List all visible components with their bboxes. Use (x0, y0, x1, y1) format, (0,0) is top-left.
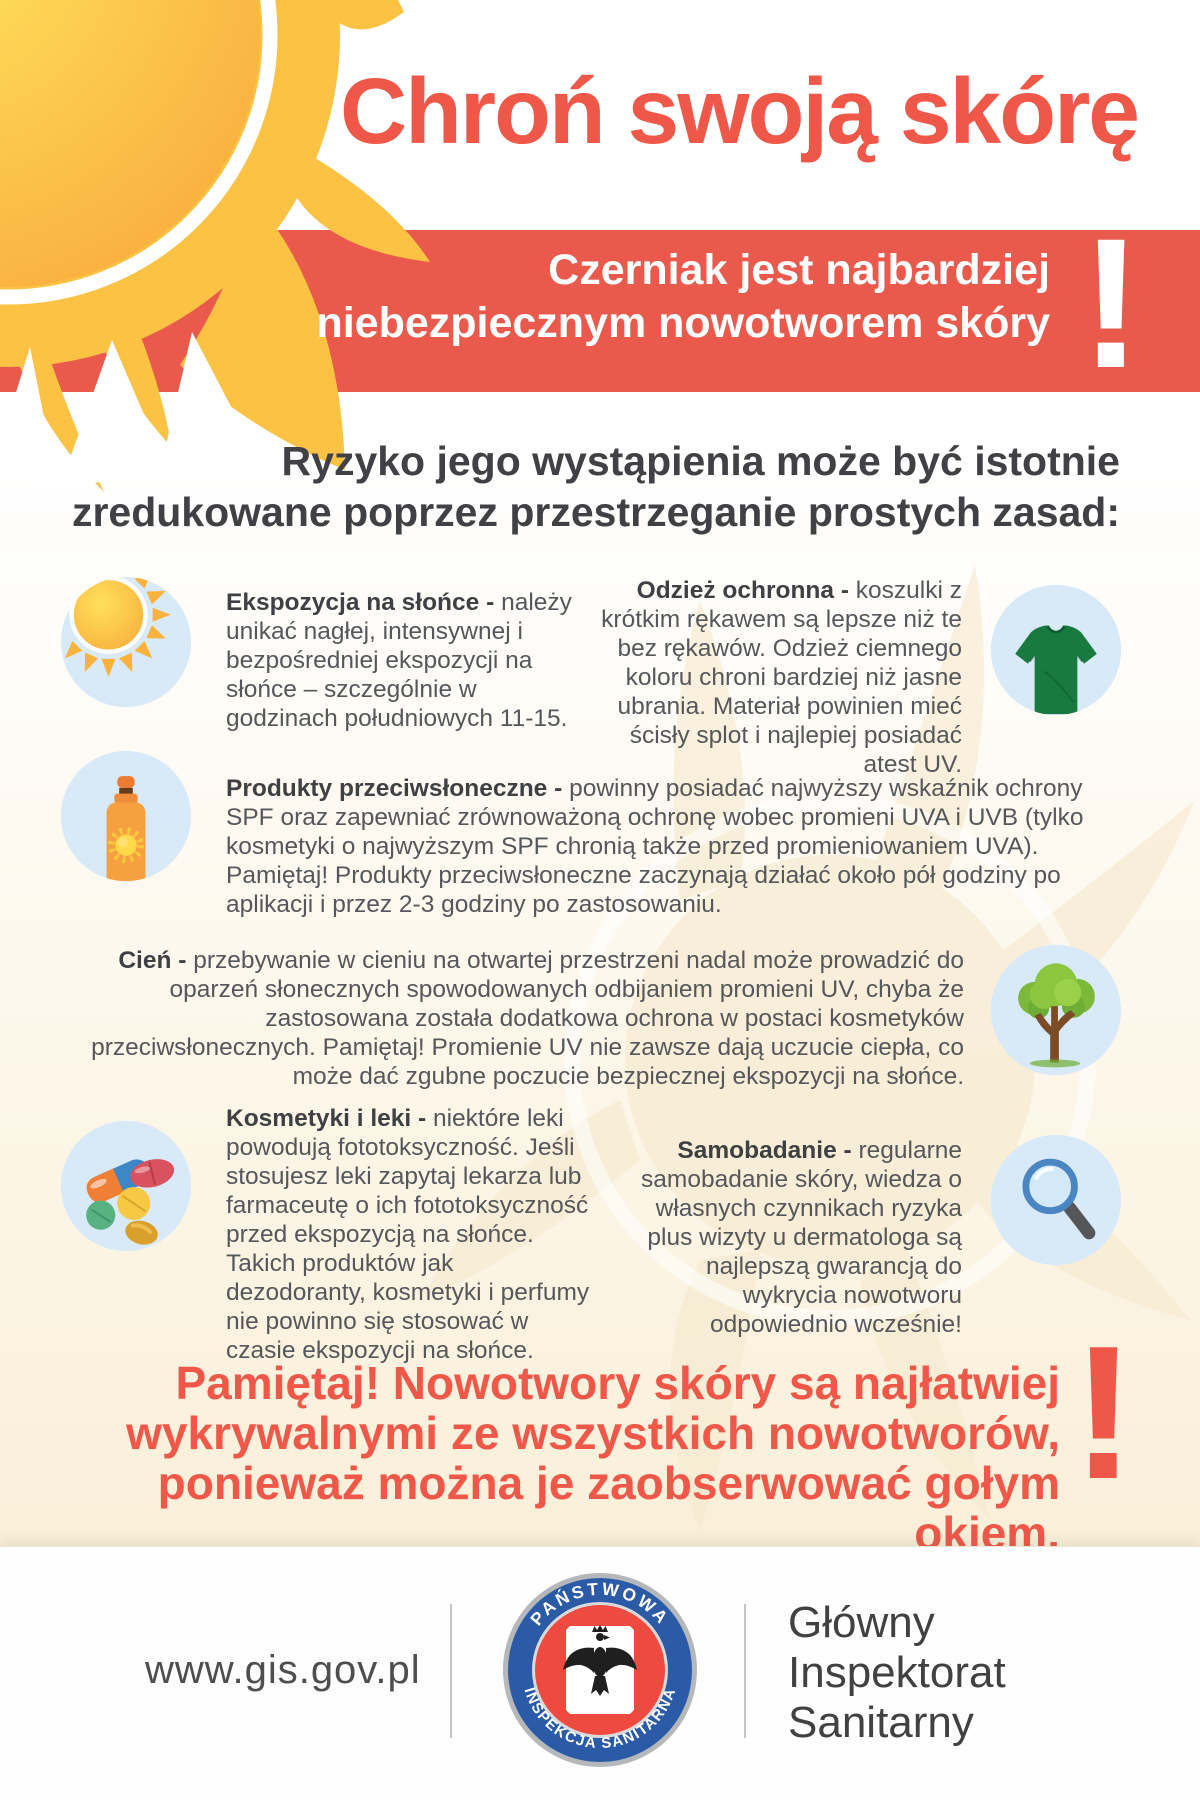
warning-text: Pamiętaj! Nowotwory skóry są najłatwiej … (60, 1358, 1060, 1558)
sun-decoration (0, 0, 430, 492)
org-line-1: Główny (788, 1598, 935, 1647)
section-sun-exposure-lead: Ekspozycja na słońce - (226, 589, 495, 616)
subtitle-line-2: zredukowane poprzez przestrzeganie prost… (71, 489, 1120, 535)
banner-exclamation: ! (1080, 201, 1142, 407)
sun-icon (58, 574, 194, 715)
warning-line-3: ponieważ można je zaobserwować gołym oki… (157, 1457, 1060, 1559)
section-protective-clothing-text: Odzież ochronna - koszulki z krótkim ręk… (588, 576, 962, 779)
section-shade-lead: Cień - (118, 947, 187, 974)
section-self-examination-body: regularne samobadanie skóry, wiedza o wł… (641, 1137, 962, 1338)
tree-icon (988, 942, 1124, 1083)
org-line-2: Inspektorat (788, 1648, 1006, 1697)
section-self-examination-lead: Samobadanie - (677, 1137, 852, 1164)
section-cosmetics-text: Kosmetyki i leki - niektóre leki powoduj… (226, 1104, 594, 1365)
section-shade-text: Cień - przebywanie w cieniu na otwartej … (60, 946, 964, 1091)
section-sunscreen-lead: Produkty przeciwsłoneczne - (226, 775, 563, 802)
footer-divider-right (744, 1604, 746, 1738)
warning-line-1: Pamiętaj! Nowotwory skóry są najłatwiej (175, 1357, 1060, 1409)
section-sun-exposure-text: Ekspozycja na słońce - należy unikać nag… (226, 588, 578, 733)
section-sunscreen-body: powinny posiadać najwyższy wskaźnik ochr… (226, 775, 1084, 918)
section-cosmetics-body: niektóre leki powodują fototoksyczność. … (226, 1105, 590, 1364)
section-cosmetics-lead: Kosmetyki i leki - (226, 1105, 427, 1132)
footer-divider-left (450, 1604, 452, 1738)
banner-line-1: Czerniak jest najbardziej (548, 246, 1050, 294)
subtitle-line-1: Ryzyko jego wystąpienia może być istotni… (281, 438, 1120, 484)
banner-text: Czerniak jest najbardziej niebezpiecznym… (316, 244, 1050, 350)
eagle-emblem (563, 1625, 637, 1696)
warning-line-2: wykrywalnymi ze wszystkich nowotworów, (126, 1407, 1060, 1459)
tshirt-icon (988, 582, 1124, 723)
website-link[interactable]: www.gis.gov.pl (145, 1648, 421, 1692)
subtitle: Ryzyko jego wystąpienia może być istotni… (72, 436, 1120, 538)
sunscreen-bottle-icon (58, 748, 194, 889)
org-line-3: Sanitarny (788, 1698, 974, 1747)
page-title: Chroń swoją skórę (339, 59, 1140, 163)
organization-name: Główny Inspektorat Sanitarny (788, 1598, 1006, 1748)
section-sunscreen-text: Produkty przeciwsłoneczne - powinny posi… (226, 774, 1086, 919)
magnifier-icon (988, 1132, 1124, 1273)
section-sun-exposure-body: należy unikać nagłej, intensywnej i bezp… (226, 589, 572, 732)
section-protective-clothing-lead: Odzież ochronna - (636, 577, 849, 604)
banner-line-2: niebezpiecznym nowotworem skóry (316, 299, 1050, 347)
section-shade-body: przebywanie w cieniu na otwartej przestr… (91, 947, 964, 1090)
section-self-examination-text: Samobadanie - regularne samobadanie skór… (606, 1136, 962, 1339)
sanitary-inspection-logo-icon: PAŃSTWOWA INSPEKCJA SANITARNA (503, 1573, 697, 1767)
warning-exclamation: ! (1072, 1307, 1136, 1519)
section-protective-clothing-body: koszulki z krótkim rękawem są lepsze niż… (601, 577, 962, 778)
pills-icon (58, 1118, 194, 1259)
